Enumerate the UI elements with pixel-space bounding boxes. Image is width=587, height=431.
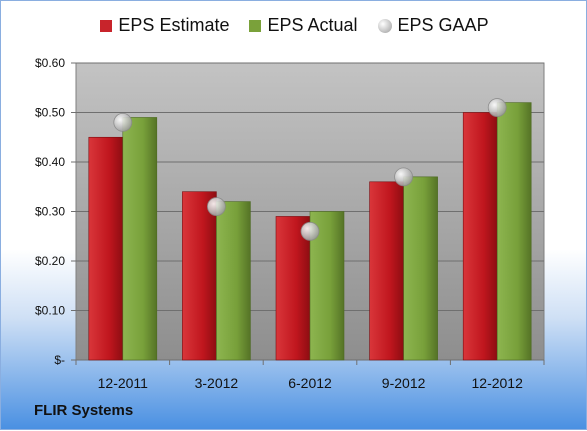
y-tick-label: $0.10 [35, 304, 65, 318]
point-eps-gaap [113, 113, 133, 132]
y-tick-label: $0.20 [35, 254, 65, 268]
bar-eps-estimate [182, 191, 217, 361]
x-tick-label: 9-2012 [382, 375, 426, 391]
x-tick-label: 6-2012 [288, 375, 332, 391]
legend-swatch-actual [249, 19, 262, 32]
bar-eps-actual [403, 176, 438, 361]
y-tick-label: $0.40 [35, 155, 65, 169]
point-eps-gaap [206, 197, 226, 216]
legend-item-gaap: EPS GAAP [377, 15, 489, 36]
bar-eps-estimate [369, 181, 404, 361]
legend-item-actual: EPS Actual [249, 15, 358, 36]
y-tick-label: $0.50 [35, 106, 65, 120]
legend-swatch-gaap [377, 18, 392, 33]
legend-label-actual: EPS Actual [267, 15, 358, 35]
legend-label-gaap: EPS GAAP [397, 15, 489, 35]
company-name: FLIR Systems [34, 402, 134, 419]
point-eps-gaap [394, 167, 414, 187]
bar-eps-actual [496, 102, 532, 361]
y-tick-label: $0.30 [35, 205, 65, 219]
legend: EPS Estimate EPS Actual EPS GAAP [1, 15, 587, 36]
point-eps-gaap [487, 98, 507, 117]
legend-label-estimate: EPS Estimate [118, 15, 230, 35]
bar-eps-actual [122, 117, 158, 361]
y-tick-label: $- [54, 353, 65, 367]
bar-eps-estimate [88, 136, 124, 361]
bar-eps-estimate [462, 112, 498, 361]
x-tick-label: 12-2011 [98, 375, 149, 391]
legend-swatch-estimate [100, 19, 113, 32]
bar-eps-estimate [275, 216, 311, 361]
x-tick-label: 3-2012 [195, 375, 239, 391]
legend-item-estimate: EPS Estimate [100, 15, 229, 36]
point-eps-gaap [300, 221, 320, 241]
y-tick-label: $0.60 [35, 56, 65, 70]
bar-eps-actual [216, 201, 251, 361]
x-tick-label: 12-2012 [472, 375, 524, 391]
